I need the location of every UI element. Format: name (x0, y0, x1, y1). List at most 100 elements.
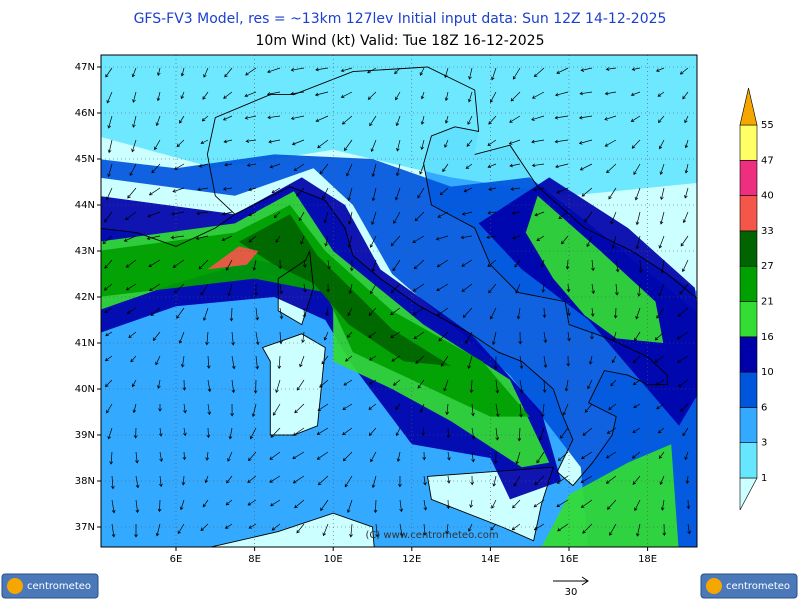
lat-label: 42N (75, 292, 95, 303)
legend-arrow (739, 87, 758, 126)
wind-arrow (419, 403, 425, 413)
wind-arrow (660, 187, 665, 201)
wind-arrow (487, 259, 497, 268)
wind-arrow (367, 91, 377, 100)
wind-arrow (227, 283, 233, 297)
wind-arrow (682, 427, 689, 437)
wind-arrow (399, 499, 404, 513)
wind-arrow (679, 67, 689, 75)
wind-arrow (396, 139, 401, 152)
wind-arrow (465, 331, 473, 344)
wind-arrow (180, 355, 185, 368)
wind-arrow (267, 115, 281, 120)
wind-arrow (436, 283, 449, 292)
wind-arrow (104, 259, 113, 269)
wind-arrow (578, 139, 593, 145)
wind-arrow (370, 283, 377, 295)
wind-arrow (510, 187, 521, 191)
wind-arrow (247, 475, 257, 483)
legend-band (739, 301, 758, 338)
wind-arrow (519, 403, 523, 418)
wind-arrow (543, 355, 548, 368)
wind-arrow (557, 523, 569, 532)
wind-arrow (557, 451, 569, 462)
wind-arrow (509, 115, 521, 123)
wind-arrow (111, 499, 116, 514)
wind-arrow (371, 211, 377, 225)
wind-arrow (467, 91, 473, 103)
wind-arrow (228, 427, 233, 440)
lon-label: 18E (638, 554, 657, 565)
wind-arrow (516, 307, 521, 320)
wind-arrow (200, 139, 209, 145)
wind-arrow (515, 283, 521, 294)
wind-arrow (511, 523, 521, 531)
wind-arrow (105, 187, 113, 201)
wind-arrow (277, 355, 282, 370)
wind-arrow (107, 427, 113, 440)
wind-arrow (633, 163, 641, 175)
wind-arrow (395, 163, 401, 177)
wind-arrow (148, 259, 161, 267)
wind-arrow (659, 163, 665, 175)
legend-band (739, 124, 758, 161)
wind-arrow (125, 259, 137, 268)
wind-arrow (107, 115, 113, 129)
wind-arrow (395, 427, 401, 437)
wind-arrow (515, 451, 521, 465)
wind-arrow (252, 259, 257, 271)
wind-arrow (531, 139, 545, 144)
wind-arrow (632, 355, 641, 364)
wind-arrow (637, 283, 641, 297)
wind-arrow (128, 331, 137, 339)
wind-arrow (440, 355, 449, 367)
wind-arrow (536, 451, 545, 464)
wind-arrow (462, 307, 473, 318)
wind-arrow (435, 235, 449, 241)
coastline (206, 66, 668, 487)
wind-arrow (245, 139, 257, 143)
wind-arrow (396, 451, 401, 462)
lon-label: 14E (481, 554, 500, 565)
wind-arrow (222, 115, 233, 121)
legend-label: 3 (761, 438, 767, 449)
wind-arrow (554, 115, 569, 120)
logo-icon (7, 578, 23, 594)
wind-arrow (495, 427, 500, 441)
wind-arrow (149, 283, 161, 292)
wind-arrow (196, 211, 209, 216)
wind-arrow (251, 403, 257, 418)
wind-arrow (182, 451, 187, 461)
wind-arrow (317, 139, 329, 149)
wind-arrow (342, 451, 353, 462)
wind-arrow (323, 211, 329, 224)
wind-arrow (197, 187, 209, 192)
wind-arrow (657, 91, 665, 97)
wind-arrow (129, 163, 137, 177)
wind-arrow (269, 475, 281, 483)
wind-arrow (111, 475, 115, 490)
wind-arrow (131, 139, 137, 153)
wind-arrow (225, 499, 233, 506)
wind-speed-area (207, 246, 259, 270)
wind-arrow (371, 187, 377, 202)
wind-arrow (561, 235, 569, 245)
wind-arrow (684, 163, 689, 174)
wind-arrow (493, 355, 498, 370)
coastline (426, 466, 554, 542)
coastline (101, 213, 236, 247)
wind-arrow (658, 283, 665, 297)
logo-box (700, 573, 798, 599)
wind-arrow (151, 163, 161, 174)
lat-label: 39N (75, 430, 95, 441)
wind-arrow (135, 475, 140, 489)
wind-arrow (419, 163, 425, 175)
wind-arrow (467, 115, 473, 125)
wind-arrow (677, 355, 689, 363)
legend-band (739, 230, 758, 267)
wind-arrow (130, 355, 137, 363)
wind-arrow (205, 451, 210, 461)
wind-arrow (560, 427, 569, 439)
wind-arrow (271, 187, 281, 194)
wind-arrow (657, 427, 665, 434)
